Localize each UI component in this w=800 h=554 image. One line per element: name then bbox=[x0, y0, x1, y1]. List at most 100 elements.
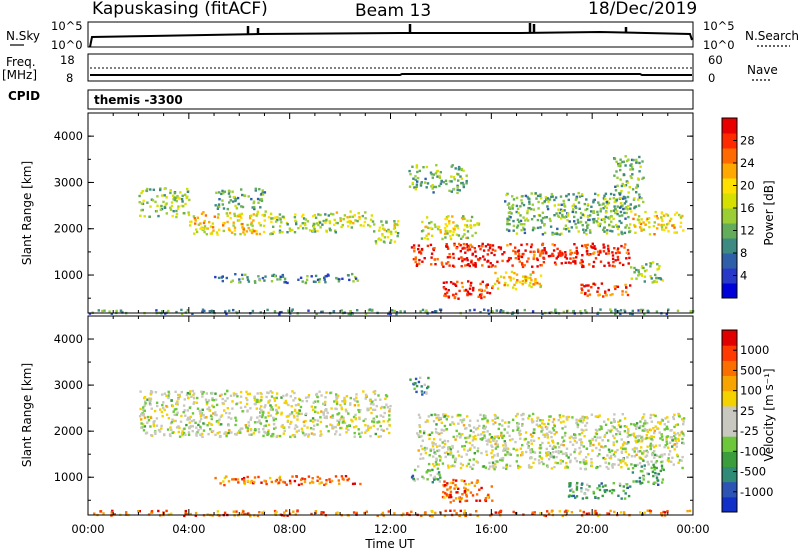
data-cell bbox=[581, 421, 584, 424]
data-cell bbox=[420, 435, 423, 438]
data-cell bbox=[625, 464, 629, 467]
data-cell bbox=[630, 277, 633, 280]
data-cell bbox=[592, 282, 595, 285]
data-cell bbox=[454, 284, 458, 287]
data-cell bbox=[491, 310, 494, 313]
data-cell bbox=[464, 487, 467, 490]
data-cell bbox=[191, 429, 194, 433]
data-cell bbox=[551, 195, 554, 198]
data-cell bbox=[253, 395, 256, 398]
nave-tick-top: 60 bbox=[708, 53, 723, 67]
data-cell bbox=[515, 281, 518, 284]
data-cell bbox=[484, 497, 488, 500]
data-cell bbox=[565, 215, 568, 218]
data-cell bbox=[548, 444, 552, 448]
data-cell bbox=[267, 414, 270, 418]
data-cell bbox=[216, 216, 220, 219]
data-cell bbox=[549, 454, 552, 458]
data-cell bbox=[420, 385, 423, 388]
data-cell bbox=[269, 414, 273, 417]
data-cell bbox=[428, 454, 431, 457]
data-cell bbox=[263, 191, 267, 194]
data-cell bbox=[305, 399, 309, 403]
data-cell bbox=[322, 219, 325, 223]
data-cell bbox=[532, 271, 535, 274]
data-cell bbox=[636, 435, 639, 438]
data-cell bbox=[653, 465, 656, 469]
data-cell bbox=[604, 197, 607, 200]
data-cell bbox=[451, 293, 455, 297]
data-cell bbox=[511, 418, 515, 421]
data-cell bbox=[447, 289, 450, 292]
data-cell bbox=[249, 229, 252, 232]
data-cell bbox=[629, 175, 632, 178]
data-cell bbox=[286, 281, 289, 285]
data-cell bbox=[193, 232, 196, 235]
data-cell bbox=[580, 263, 584, 266]
data-cell bbox=[160, 204, 163, 208]
data-cell bbox=[156, 404, 159, 408]
data-cell bbox=[609, 192, 613, 196]
data-cell bbox=[596, 210, 599, 214]
data-cell bbox=[565, 452, 568, 455]
data-cell bbox=[650, 277, 653, 280]
data-cell bbox=[293, 427, 297, 430]
data-cell bbox=[592, 490, 595, 494]
data-cell bbox=[232, 221, 235, 224]
data-cell bbox=[361, 214, 364, 218]
data-cell bbox=[271, 434, 275, 438]
data-cell bbox=[503, 251, 506, 254]
data-cell bbox=[451, 421, 454, 424]
data-cell bbox=[632, 432, 636, 435]
data-cell bbox=[649, 416, 652, 420]
data-cell bbox=[202, 211, 205, 214]
data-cell bbox=[577, 201, 581, 204]
data-cell bbox=[562, 444, 565, 447]
data-cell bbox=[208, 421, 211, 425]
data-cell bbox=[452, 175, 456, 179]
data-cell bbox=[671, 456, 674, 459]
data-cell bbox=[252, 219, 255, 222]
data-cell bbox=[453, 465, 456, 468]
time-tick-label: 12:00 bbox=[374, 522, 407, 536]
data-cell bbox=[519, 447, 522, 450]
data-cell bbox=[143, 404, 146, 407]
data-cell bbox=[438, 176, 442, 179]
data-cell bbox=[265, 419, 268, 423]
data-cell bbox=[319, 226, 322, 229]
data-cell bbox=[278, 476, 281, 480]
data-cell bbox=[287, 403, 290, 407]
data-cell bbox=[439, 231, 442, 234]
data-cell bbox=[461, 445, 464, 448]
data-cell bbox=[604, 211, 608, 214]
data-cell bbox=[619, 178, 622, 181]
data-cell bbox=[578, 195, 582, 198]
data-cell bbox=[574, 198, 578, 201]
data-cell bbox=[615, 440, 619, 443]
data-cell bbox=[432, 248, 435, 252]
data-cell bbox=[394, 230, 398, 234]
data-cell bbox=[239, 395, 243, 398]
data-cell bbox=[453, 296, 456, 300]
data-cell bbox=[318, 477, 322, 480]
data-cell bbox=[677, 413, 680, 416]
data-cell bbox=[141, 190, 144, 193]
data-cell bbox=[291, 475, 294, 478]
data-cell bbox=[443, 287, 446, 290]
data-cell bbox=[499, 309, 503, 312]
data-cell bbox=[154, 432, 157, 435]
data-cell bbox=[435, 431, 438, 434]
data-cell bbox=[444, 413, 447, 416]
data-cell bbox=[577, 221, 580, 224]
data-cell bbox=[598, 453, 601, 456]
data-cell bbox=[482, 255, 485, 258]
data-cell bbox=[565, 257, 569, 260]
data-cell bbox=[469, 447, 472, 450]
data-cell bbox=[642, 413, 646, 416]
data-cell bbox=[165, 394, 168, 398]
data-cell bbox=[604, 215, 607, 219]
data-cell bbox=[606, 244, 610, 248]
data-cell bbox=[354, 277, 358, 280]
data-cell bbox=[289, 435, 292, 439]
data-cell bbox=[218, 435, 222, 439]
